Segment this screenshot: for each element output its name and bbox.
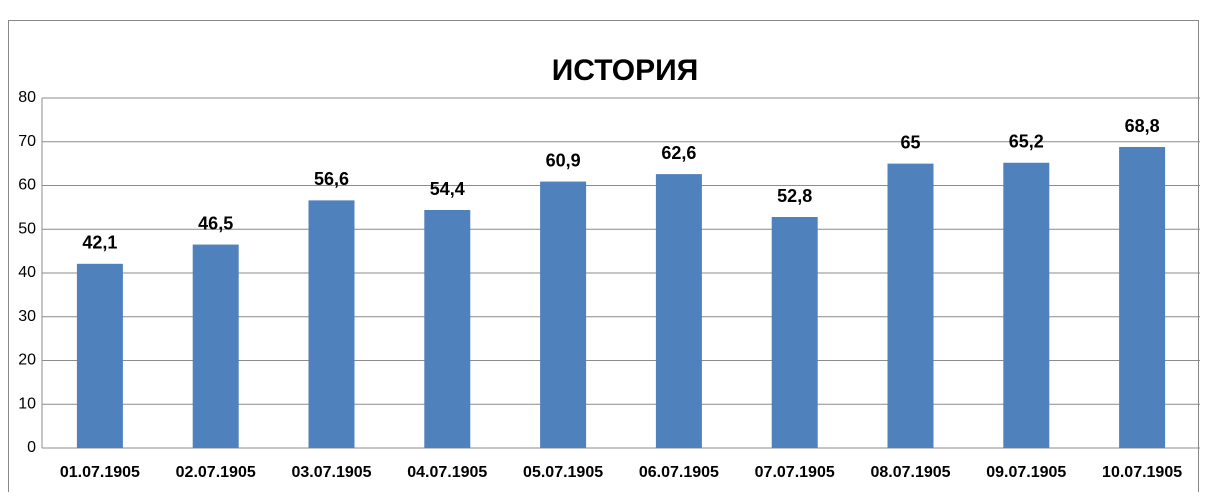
bar: [887, 163, 934, 448]
x-tick-label: 07.07.1905: [755, 464, 835, 481]
x-tick-label: 06.07.1905: [639, 464, 719, 481]
x-tick-label: 05.07.1905: [523, 464, 603, 481]
x-tick-label: 10.07.1905: [1102, 464, 1182, 481]
data-label: 42,1: [82, 233, 117, 253]
data-label: 62,6: [661, 143, 696, 163]
bar: [1003, 162, 1050, 448]
x-tick-label: 02.07.1905: [176, 464, 256, 481]
bar: [655, 174, 702, 448]
x-tick-label: 04.07.1905: [407, 464, 487, 481]
bar: [540, 181, 587, 448]
bar: [771, 217, 818, 448]
y-tick-label: 70: [18, 133, 36, 150]
chart-title: ИСТОРИЯ: [552, 54, 699, 87]
data-label: 46,5: [198, 213, 233, 233]
bar: [192, 244, 239, 448]
bar: [76, 263, 123, 448]
data-label: 60,9: [546, 150, 581, 170]
x-tick-label: 09.07.1905: [986, 464, 1066, 481]
data-label: 52,8: [777, 186, 812, 206]
data-label: 65,2: [1009, 132, 1044, 152]
x-tick-label: 03.07.1905: [291, 464, 371, 481]
y-tick-label: 10: [18, 395, 36, 412]
bar: [424, 210, 471, 448]
y-tick-label: 20: [18, 352, 36, 369]
bar: [308, 200, 355, 448]
y-tick-label: 80: [18, 89, 36, 106]
y-tick-label: 30: [18, 308, 36, 325]
x-tick-label: 01.07.1905: [60, 464, 140, 481]
data-label: 68,8: [1125, 116, 1160, 136]
data-label: 65: [900, 132, 920, 152]
data-label: 56,6: [314, 169, 349, 189]
data-label: 54,4: [430, 179, 465, 199]
y-tick-label: 60: [18, 177, 36, 194]
y-tick-label: 40: [18, 264, 36, 281]
bar: [1119, 147, 1166, 448]
y-tick-label: 50: [18, 220, 36, 237]
x-tick-label: 08.07.1905: [870, 464, 950, 481]
y-tick-label: 0: [27, 439, 36, 456]
